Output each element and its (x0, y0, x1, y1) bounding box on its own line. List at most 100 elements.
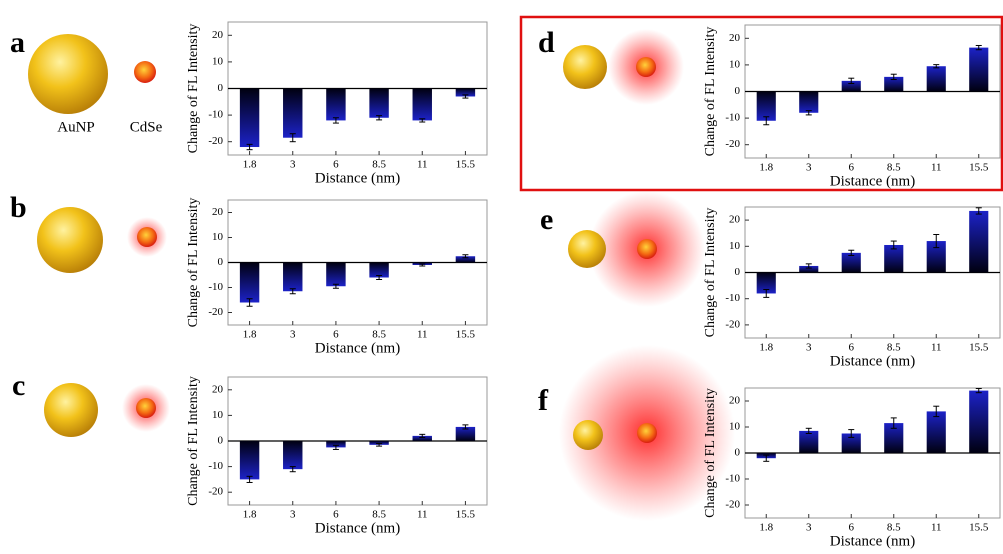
y-axis-label: Change of FL Intensity (703, 388, 718, 518)
bar (969, 47, 989, 92)
aunp (44, 383, 98, 437)
error-bar (763, 289, 770, 298)
x-tick-label: 15.5 (969, 522, 989, 534)
error-bar (246, 143, 253, 151)
panel-label: d (538, 26, 555, 59)
x-tick-label: 11 (417, 329, 428, 341)
bar (841, 80, 861, 92)
bar (841, 252, 861, 273)
x-tick-label: 8.5 (372, 329, 386, 341)
x-axis-label: Distance (nm) (315, 170, 400, 186)
y-tick-label: 20 (212, 206, 224, 218)
y-tick-label: 0 (735, 266, 741, 278)
cdse (637, 423, 657, 443)
panel-label: e (540, 203, 553, 236)
cdse (636, 57, 656, 77)
error-bar (462, 424, 469, 430)
bar (239, 88, 260, 148)
y-tick-label: 10 (212, 55, 224, 67)
x-tick-label: 11 (417, 159, 428, 171)
y-tick-label: -20 (208, 486, 223, 498)
bar (926, 66, 946, 92)
y-tick-label: 10 (212, 231, 224, 243)
error-bar (805, 110, 812, 116)
x-axis-label: Distance (nm) (315, 340, 400, 356)
y-tick-label: -10 (208, 109, 223, 121)
cdse (136, 398, 156, 418)
bar (799, 91, 819, 113)
cdse (137, 227, 157, 247)
bar (369, 262, 389, 278)
y-tick-label: 20 (729, 395, 741, 407)
x-tick-label: 3 (290, 509, 296, 521)
y-tick-label: 0 (218, 256, 224, 268)
panel-label: c (12, 369, 25, 402)
error-bar (376, 275, 383, 280)
y-tick-label: -20 (725, 499, 740, 511)
x-tick-label: 6 (849, 342, 855, 354)
error-bar (419, 433, 426, 438)
x-axis-label: Distance (nm) (830, 533, 915, 549)
aunp (563, 45, 607, 89)
x-tick-label: 1.8 (759, 162, 773, 174)
error-bar (848, 77, 855, 85)
y-tick-label: 20 (212, 383, 224, 395)
bar (326, 441, 346, 448)
error-bar (246, 475, 253, 483)
x-axis-label: Distance (nm) (830, 353, 915, 369)
y-tick-label: 0 (218, 435, 224, 447)
bar (969, 210, 989, 273)
y-tick-label: 0 (218, 82, 224, 94)
x-tick-label: 6 (333, 159, 339, 171)
x-tick-label: 15.5 (456, 509, 476, 521)
bar (283, 262, 303, 292)
y-tick-label: -20 (208, 135, 223, 147)
y-axis-label: Change of FL Intensity (186, 376, 201, 506)
error-bar (763, 454, 770, 462)
x-tick-label: 8.5 (887, 162, 901, 174)
x-tick-label: 3 (290, 329, 296, 341)
bar (369, 88, 389, 118)
error-bar (332, 117, 339, 124)
bar (326, 262, 346, 287)
error-bar (332, 283, 339, 289)
y-tick-label: -20 (725, 138, 740, 150)
x-axis-label: Distance (nm) (830, 173, 915, 189)
y-tick-label: -20 (208, 306, 223, 318)
y-axis-label: Change of FL Intensity (186, 24, 201, 154)
bar (756, 91, 776, 121)
bar (799, 430, 819, 453)
y-tick-label: 0 (735, 447, 741, 459)
bar (283, 88, 303, 138)
x-tick-label: 6 (333, 509, 339, 521)
x-tick-label: 8.5 (887, 522, 901, 534)
y-tick-label: -10 (208, 460, 223, 472)
bar (884, 244, 904, 273)
x-tick-label: 6 (849, 522, 855, 534)
y-tick-label: -10 (725, 473, 740, 485)
y-tick-label: -10 (725, 292, 740, 304)
bar (412, 88, 432, 121)
y-tick-label: 20 (729, 32, 741, 44)
illustrations: AuNP CdSe (28, 29, 735, 521)
y-tick-label: 10 (212, 409, 224, 421)
error-bar (933, 64, 940, 69)
cdse (134, 61, 156, 83)
x-tick-label: 1.8 (759, 522, 773, 534)
bar (455, 256, 476, 263)
x-tick-label: 11 (931, 342, 942, 354)
aunp (568, 230, 606, 268)
y-axis-label: Change of FL Intensity (186, 198, 201, 328)
bar (283, 441, 303, 470)
aunp (37, 207, 103, 273)
bar (884, 423, 904, 453)
error-bar (890, 73, 897, 81)
x-tick-label: 15.5 (456, 329, 476, 341)
bar (455, 426, 476, 441)
error-bar (289, 466, 296, 473)
x-tick-label: 1.8 (759, 342, 773, 354)
x-tick-label: 3 (806, 522, 812, 534)
y-axis-label: Change of FL Intensity (703, 27, 718, 157)
bar (841, 433, 861, 453)
